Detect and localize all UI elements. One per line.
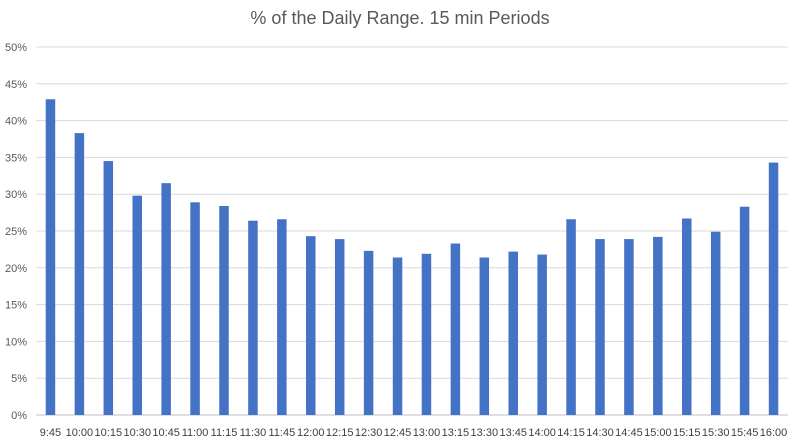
chart-title: % of the Daily Range. 15 min Periods: [250, 8, 550, 28]
x-tick-label: 13:15: [442, 427, 470, 439]
y-tick-label: 0%: [11, 410, 27, 422]
x-tick-label: 14:00: [528, 427, 556, 439]
x-tick-label: 12:15: [326, 427, 354, 439]
x-tick-label: 13:45: [499, 427, 527, 439]
bar-1115: [219, 205, 229, 415]
bar-1345: [508, 251, 518, 415]
x-tick-label: 15:15: [673, 427, 701, 439]
bars: [45, 99, 779, 416]
bar-1545: [739, 206, 750, 415]
bar-1100: [190, 202, 200, 415]
x-tick-label: 11:15: [211, 427, 238, 439]
x-tick-label: 12:45: [384, 427, 412, 439]
bar-1300: [421, 253, 432, 415]
y-tick-label: 45%: [5, 79, 27, 91]
x-tick-label: 15:45: [731, 427, 759, 439]
x-tick-label: 10:45: [152, 427, 180, 439]
x-tick-label: 11:30: [240, 427, 267, 439]
x-tick-label: 11:00: [182, 427, 209, 439]
bar-945: [45, 99, 56, 416]
x-axis-ticks: 9:45 10:00 10:15 10:30 10:45 11:00 11:15 11:30 1…: [40, 427, 788, 439]
x-tick-label: 15:30: [702, 427, 730, 439]
gridlines: [36, 46, 788, 416]
x-tick-label: 10:00: [66, 427, 94, 439]
bar-1600: [768, 162, 779, 415]
x-tick-label: 14:15: [557, 427, 585, 439]
bar-1330: [479, 257, 490, 415]
bar-1000: [74, 133, 85, 415]
bar-1200: [306, 236, 316, 415]
bar-1045: [161, 183, 171, 415]
x-tick-label: 12:00: [297, 427, 325, 439]
x-tick-label: 13:30: [471, 427, 499, 439]
bar-1030: [132, 195, 142, 415]
y-tick-label: 5%: [11, 373, 27, 385]
bar-1215: [334, 239, 345, 415]
x-tick-label: 10:30: [123, 427, 151, 439]
x-tick-label: 10:15: [95, 427, 123, 439]
bar-1415: [566, 219, 576, 415]
bar-1500: [653, 236, 663, 415]
y-tick-label: 25%: [5, 226, 27, 238]
x-tick-label: 16:00: [760, 427, 788, 439]
x-tick-label: 13:00: [413, 427, 441, 439]
y-tick-label: 10%: [5, 336, 27, 348]
x-tick-label: 11:45: [268, 427, 295, 439]
bar-1445: [624, 239, 634, 415]
y-tick-label: 40%: [5, 116, 27, 128]
bar-1400: [537, 254, 547, 415]
y-axis-ticks: 0% 5% 10% 15% 20% 25% 30% 35% 40% 45% 50%: [5, 42, 27, 422]
bar-1315: [450, 243, 461, 415]
x-tick-label: 14:30: [586, 427, 614, 439]
bar-1130: [248, 220, 258, 415]
bar-1015: [103, 161, 114, 415]
bar-1430: [595, 239, 605, 415]
x-tick-label: 15:00: [644, 427, 672, 439]
y-tick-label: 50%: [5, 42, 27, 54]
x-tick-label: 12:30: [355, 427, 383, 439]
y-tick-label: 20%: [5, 263, 27, 275]
bar-1230: [363, 250, 374, 415]
y-tick-label: 30%: [5, 189, 27, 201]
x-tick-label: 14:45: [615, 427, 643, 439]
y-tick-label: 35%: [5, 152, 27, 164]
y-tick-label: 15%: [5, 300, 27, 312]
bar-1245: [392, 257, 403, 415]
bar-1515: [682, 218, 692, 415]
bar-1530: [710, 231, 721, 415]
x-tick-label: 9:45: [40, 427, 61, 439]
bar-1145: [277, 219, 287, 415]
